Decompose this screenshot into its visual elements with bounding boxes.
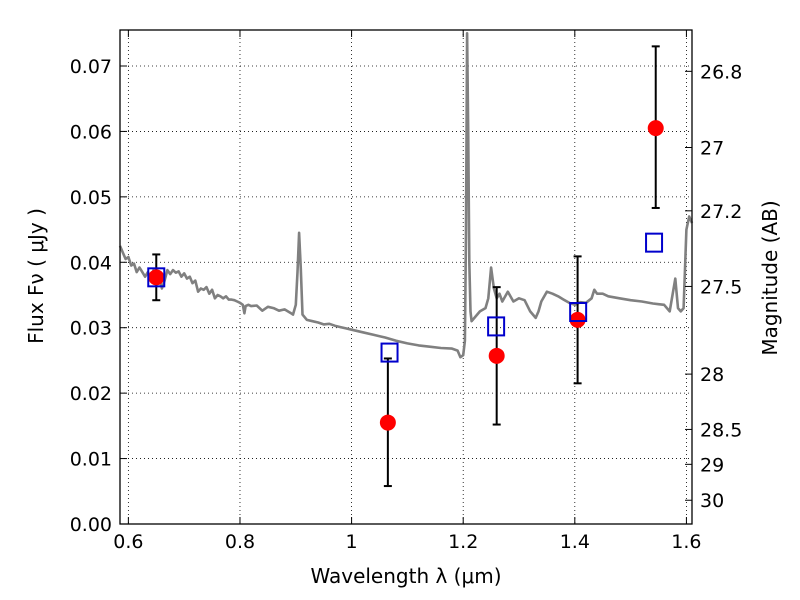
x-axis-label: Wavelength λ (μm)	[310, 564, 501, 588]
y-axis-label: Flux Fν ( μJy )	[24, 208, 48, 344]
y-tick-label: 0.02	[70, 383, 112, 405]
model-point	[147, 267, 166, 288]
observed-point	[148, 269, 165, 286]
spectrum-line	[118, 31, 694, 359]
y2-tick-label: 27	[700, 137, 724, 159]
plot-frame	[119, 29, 693, 525]
axis-ticks: 0.6 0.8 1 1.2 1.4 1.6 0.00 0.01 0.02 0.03 0.04 0.05…	[70, 30, 742, 553]
errorbar-layer	[152, 45, 660, 488]
y2-tick-label: 27.5	[700, 276, 742, 298]
grid-lines	[120, 30, 692, 525]
model-point	[487, 316, 506, 337]
y-tick-label: 0.03	[70, 318, 112, 340]
model-points-layer	[147, 232, 664, 363]
y2-tick-label: 26.8	[700, 61, 742, 83]
y-tick-label: 0.01	[70, 449, 112, 471]
x-tick-label: 1.4	[560, 531, 590, 553]
y2-axis-label: Magnitude (AB)	[758, 200, 782, 355]
observed-point	[647, 120, 664, 137]
y-tick-label: 0.06	[70, 121, 112, 143]
y-tick-label: 0.07	[70, 56, 112, 78]
y2-tick-label: 28.5	[700, 419, 742, 441]
x-tick-label: 0.6	[113, 531, 143, 553]
x-tick-label: 1	[346, 531, 358, 553]
model-point	[380, 342, 399, 363]
y2-tick-label: 29	[700, 454, 724, 476]
spectrum-layer	[118, 31, 694, 359]
x-tick-label: 0.8	[225, 531, 255, 553]
y-tick-label: 0.04	[70, 252, 112, 274]
observed-point	[488, 347, 505, 364]
y2-tick-label: 28	[700, 364, 724, 386]
y2-tick-label: 27.2	[700, 201, 742, 223]
model-point	[569, 302, 588, 323]
observed-point	[569, 311, 586, 328]
y-tick-label: 0.05	[70, 187, 112, 209]
x-tick-label: 1.2	[448, 531, 478, 553]
observed-points-layer	[148, 120, 664, 431]
x-tick-label: 1.6	[671, 531, 701, 553]
y-tick-label: 0.00	[70, 514, 112, 536]
observed-point	[379, 414, 396, 431]
model-point	[645, 232, 664, 253]
y2-tick-label: 30	[700, 490, 724, 512]
